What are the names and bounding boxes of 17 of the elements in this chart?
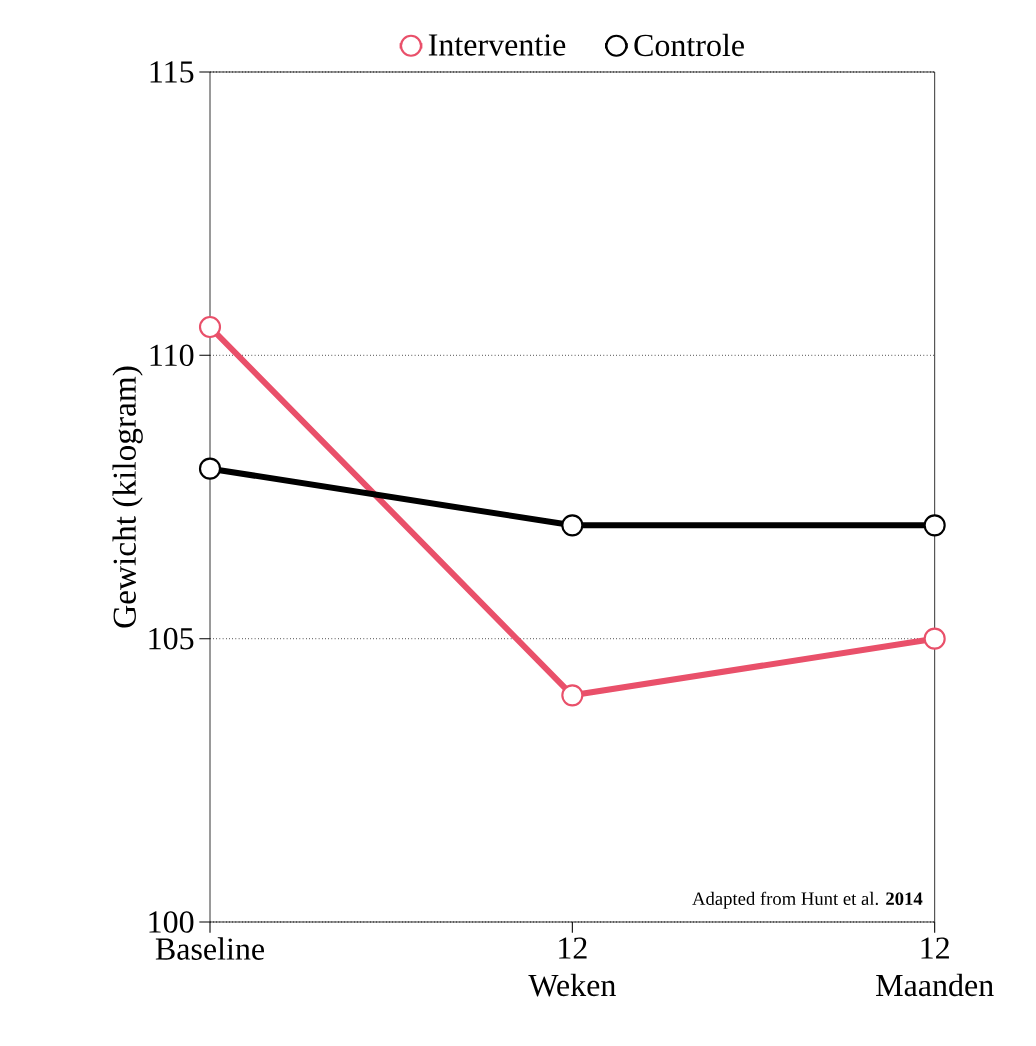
point: [561, 514, 584, 537]
point: [923, 514, 946, 537]
y-tick-label: 105: [149, 627, 194, 650]
point: [561, 684, 584, 707]
x-tick-label: Baseline: [155, 937, 264, 960]
point: [923, 627, 946, 650]
annotation: Adapted from Hunt et al. 2014: [692, 891, 923, 909]
x-tick-label: 12 Weken: [528, 937, 616, 997]
point: [198, 315, 222, 339]
point: [198, 457, 222, 480]
x-tick-label: 12 Maanden: [876, 937, 994, 997]
y-tick-label: 110: [150, 344, 194, 367]
y-axis-title: Gewicht (kilogram): [112, 366, 143, 628]
y-tick-label: 100: [149, 911, 194, 933]
legend-label: Controle: [634, 33, 744, 57]
y-tick-label: 115: [150, 61, 194, 83]
legend-label: Interventie: [428, 34, 566, 56]
